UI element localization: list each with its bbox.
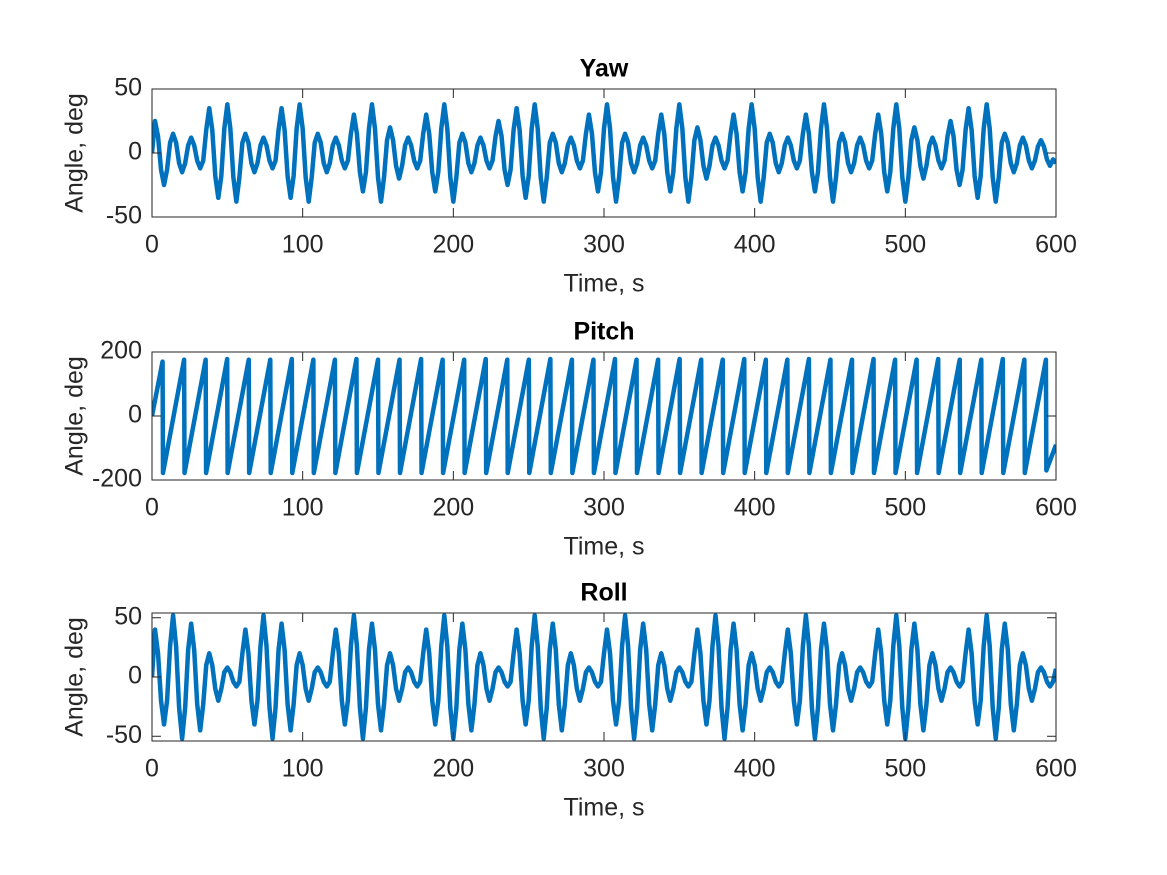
y-tick-label: 0 [128,401,142,429]
x-tick-label: 500 [884,231,926,259]
x-tick-label: 400 [734,494,776,522]
x-tick-label: 300 [583,755,625,783]
y-tick-label: -200 [92,465,142,493]
x-tick-label: 500 [884,755,926,783]
y-tick-label: -50 [106,721,142,749]
y-axis-label: Angle, deg [61,617,89,737]
y-axis-label: Angle, deg [61,356,89,476]
x-tick-label: 200 [432,494,474,522]
x-tick-label: 400 [734,231,776,259]
x-tick-label: 300 [583,494,625,522]
x-tick-label: 0 [145,494,159,522]
x-tick-label: 0 [145,755,159,783]
y-tick-label: 50 [114,602,142,630]
x-tick-label: 400 [734,755,776,783]
y-tick-label: 200 [100,337,142,365]
x-tick-label: 200 [432,231,474,259]
x-tick-label: 0 [145,231,159,259]
x-tick-label: 600 [1035,755,1077,783]
subplot-title: Yaw [580,55,629,83]
data-line [152,356,1056,476]
x-tick-label: 500 [884,494,926,522]
x-tick-label: 200 [432,755,474,783]
x-tick-label: 600 [1035,231,1077,259]
subplot-title: Pitch [573,318,634,346]
y-tick-label: -50 [106,202,142,230]
x-tick-label: 100 [282,755,324,783]
data-line [152,102,1056,204]
x-axis-label: Time, s [563,794,644,822]
y-tick-label: 0 [128,138,142,166]
y-axis-label: Angle, deg [61,93,89,213]
subplot-title: Roll [580,579,627,607]
x-tick-label: 100 [282,231,324,259]
x-axis-label: Time, s [563,270,644,298]
x-axis-label: Time, s [563,533,644,561]
x-tick-label: 600 [1035,494,1077,522]
y-tick-label: 0 [128,662,142,690]
y-tick-label: 50 [114,74,142,102]
x-tick-label: 300 [583,231,625,259]
x-tick-label: 100 [282,494,324,522]
